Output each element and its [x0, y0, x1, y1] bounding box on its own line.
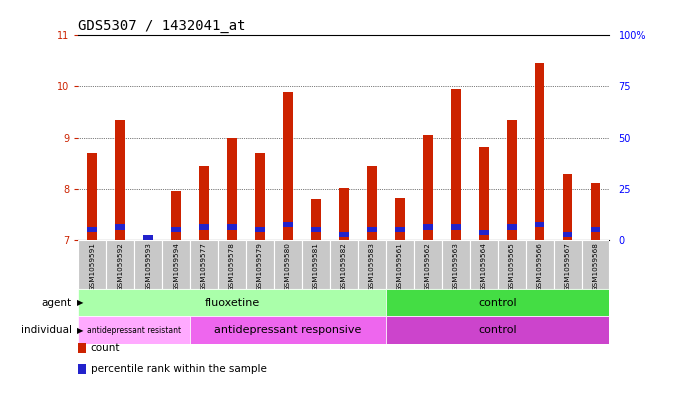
Bar: [115, 119, 125, 240]
Text: percentile rank within the sample: percentile rank within the sample: [91, 364, 266, 375]
Text: GSM1059591: GSM1059591: [89, 242, 95, 291]
Bar: [386, 240, 414, 289]
Text: GSM1059593: GSM1059593: [145, 242, 151, 291]
Bar: [451, 224, 460, 230]
Text: GSM1059577: GSM1059577: [201, 242, 207, 291]
Bar: [451, 89, 460, 240]
Bar: [563, 174, 573, 240]
Bar: [311, 199, 321, 240]
Bar: [554, 240, 582, 289]
Text: GSM1059580: GSM1059580: [285, 242, 291, 291]
Bar: [190, 240, 218, 289]
Bar: [330, 240, 358, 289]
Text: ▶: ▶: [77, 298, 84, 307]
Bar: [479, 230, 488, 235]
Text: GSM1059562: GSM1059562: [425, 242, 431, 291]
Bar: [143, 235, 153, 240]
Bar: [78, 240, 106, 289]
Bar: [367, 165, 377, 240]
Bar: [87, 153, 97, 240]
Bar: [386, 316, 609, 344]
Text: control: control: [478, 298, 517, 308]
Bar: [590, 227, 601, 232]
Bar: [526, 240, 554, 289]
Bar: [115, 224, 125, 230]
Bar: [172, 191, 181, 240]
Bar: [386, 289, 609, 316]
Bar: [87, 227, 97, 232]
Bar: [302, 240, 330, 289]
Bar: [283, 222, 293, 227]
Bar: [200, 224, 209, 230]
Text: GSM1059583: GSM1059583: [369, 242, 375, 291]
Bar: [283, 92, 293, 240]
Bar: [339, 232, 349, 237]
Bar: [535, 222, 545, 227]
Bar: [143, 235, 153, 240]
Text: fluoxetine: fluoxetine: [204, 298, 259, 308]
Bar: [358, 240, 386, 289]
Bar: [255, 153, 265, 240]
Bar: [190, 316, 386, 344]
Bar: [227, 138, 237, 240]
Text: GSM1059568: GSM1059568: [592, 242, 599, 291]
Bar: [563, 232, 573, 237]
Text: GSM1059578: GSM1059578: [229, 242, 235, 291]
Bar: [162, 240, 190, 289]
Bar: [479, 147, 488, 240]
Bar: [535, 63, 545, 240]
Text: GSM1059564: GSM1059564: [481, 242, 487, 291]
Text: GSM1059566: GSM1059566: [537, 242, 543, 291]
Bar: [106, 240, 134, 289]
Text: ▶: ▶: [77, 326, 84, 334]
Bar: [367, 227, 377, 232]
Text: GSM1059561: GSM1059561: [397, 242, 403, 291]
Bar: [274, 240, 302, 289]
Bar: [470, 240, 498, 289]
Bar: [339, 187, 349, 240]
Bar: [590, 182, 601, 240]
Bar: [172, 227, 181, 232]
Text: GSM1059579: GSM1059579: [257, 242, 263, 291]
Text: GSM1059567: GSM1059567: [565, 242, 571, 291]
Text: GSM1059594: GSM1059594: [173, 242, 179, 291]
Text: individual: individual: [20, 325, 72, 335]
Bar: [423, 135, 432, 240]
Bar: [507, 119, 516, 240]
Bar: [442, 240, 470, 289]
Text: antidepressant resistant: antidepressant resistant: [87, 326, 181, 334]
Text: control: control: [478, 325, 517, 335]
Bar: [582, 240, 609, 289]
Bar: [498, 240, 526, 289]
Text: antidepressant responsive: antidepressant responsive: [215, 325, 362, 335]
Bar: [134, 240, 162, 289]
Text: GDS5307 / 1432041_at: GDS5307 / 1432041_at: [78, 19, 246, 33]
Bar: [78, 316, 190, 344]
Bar: [395, 227, 405, 232]
Text: GSM1059582: GSM1059582: [341, 242, 347, 291]
Bar: [507, 224, 516, 230]
Text: agent: agent: [42, 298, 72, 308]
Bar: [246, 240, 274, 289]
Bar: [255, 227, 265, 232]
Bar: [395, 198, 405, 240]
Text: GSM1059581: GSM1059581: [313, 242, 319, 291]
Bar: [78, 289, 386, 316]
Bar: [227, 224, 237, 230]
Bar: [218, 240, 246, 289]
Text: count: count: [91, 343, 120, 353]
Text: GSM1059563: GSM1059563: [453, 242, 459, 291]
Bar: [200, 165, 209, 240]
Bar: [311, 227, 321, 232]
Text: GSM1059565: GSM1059565: [509, 242, 515, 291]
Text: GSM1059592: GSM1059592: [117, 242, 123, 291]
Bar: [423, 224, 432, 230]
Bar: [414, 240, 442, 289]
